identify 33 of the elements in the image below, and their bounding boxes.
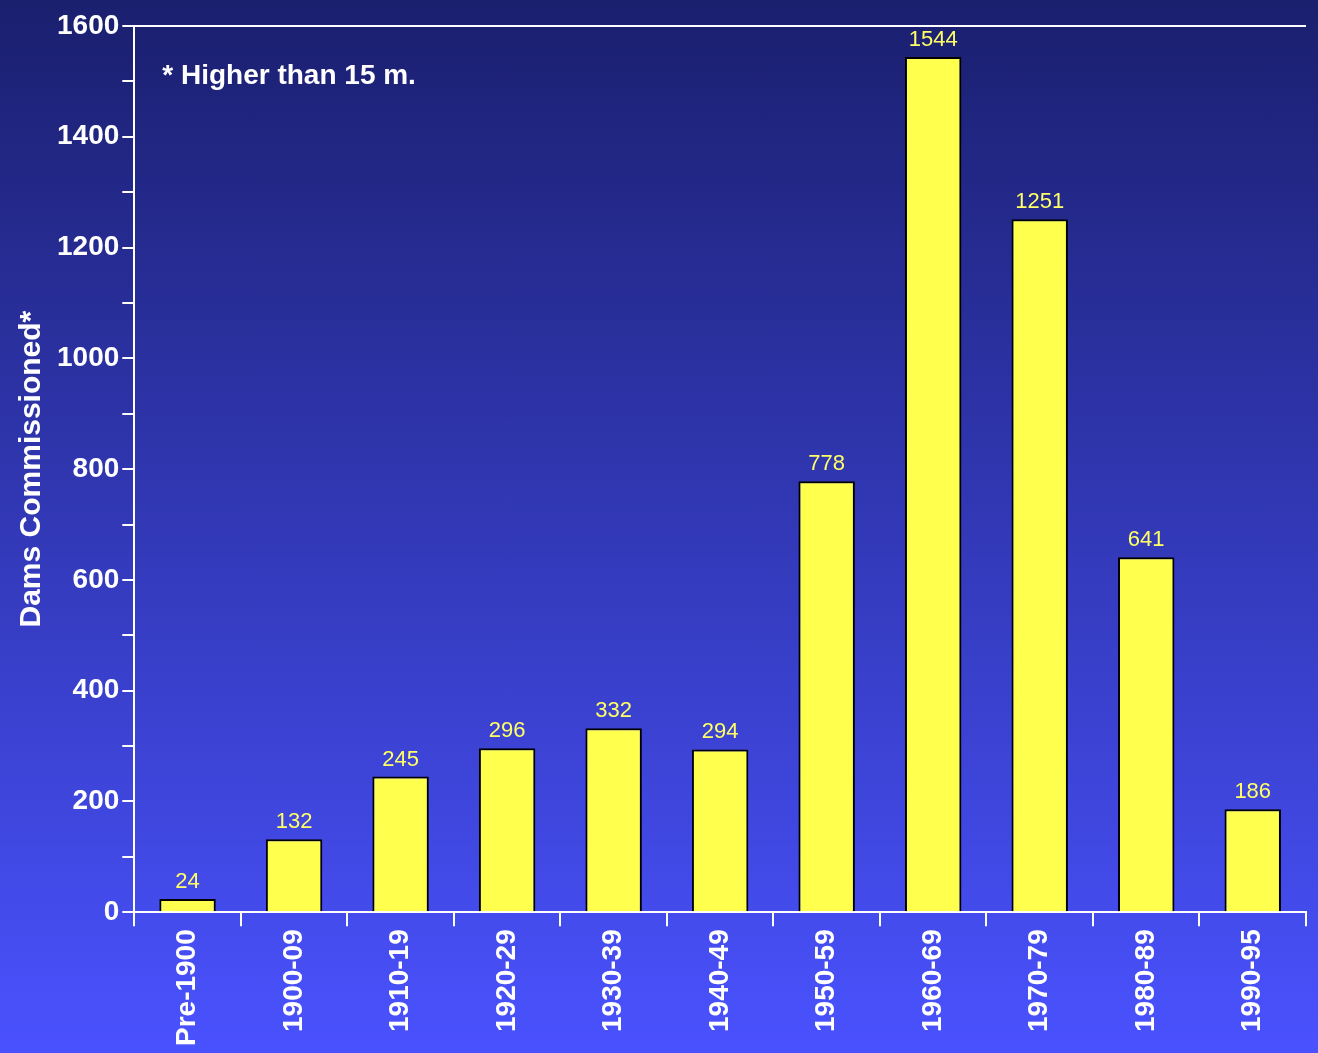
- data-label: 1544: [908, 26, 958, 52]
- y-tick-label: 200: [72, 784, 120, 816]
- y-tick-label: 1400: [56, 119, 120, 151]
- y-tick-label: 0: [103, 894, 120, 926]
- x-tick-label: 1940-49: [702, 929, 734, 1033]
- x-tick-label: 1980-89: [1128, 929, 1160, 1033]
- data-label: 1251: [1015, 188, 1065, 214]
- data-label: 24: [175, 868, 200, 894]
- x-tick-label: 1900-09: [276, 929, 308, 1033]
- y-tick-label: 800: [72, 451, 120, 483]
- y-axis-title: Dams Commissioned*: [13, 310, 47, 628]
- data-label: 186: [1234, 778, 1272, 804]
- annotation: * Higher than 15 m.: [162, 58, 416, 90]
- y-tick-label: 400: [72, 673, 120, 705]
- data-label: 332: [595, 697, 632, 723]
- data-label: 245: [382, 745, 419, 771]
- x-tick-label: 1910-19: [383, 929, 415, 1033]
- data-label: 296: [488, 717, 526, 743]
- data-label: 132: [275, 808, 313, 834]
- data-label: 778: [808, 450, 846, 476]
- data-label: 294: [701, 718, 739, 744]
- y-tick-label: 1200: [56, 230, 120, 262]
- y-tick-label: 600: [72, 562, 120, 594]
- x-tick-label: 1930-39: [596, 929, 628, 1033]
- x-tick-label: 1990-95: [1235, 929, 1267, 1033]
- x-tick-label: Pre-1900: [170, 929, 202, 1047]
- y-tick-label: 1600: [56, 8, 120, 40]
- x-tick-label: 1960-69: [915, 929, 947, 1033]
- y-tick-label: 1000: [56, 341, 120, 373]
- x-tick-label: 1920-29: [489, 929, 521, 1033]
- x-tick-label: 1950-59: [809, 929, 841, 1033]
- data-label: 641: [1127, 526, 1165, 552]
- x-tick-label: 1970-79: [1022, 929, 1054, 1033]
